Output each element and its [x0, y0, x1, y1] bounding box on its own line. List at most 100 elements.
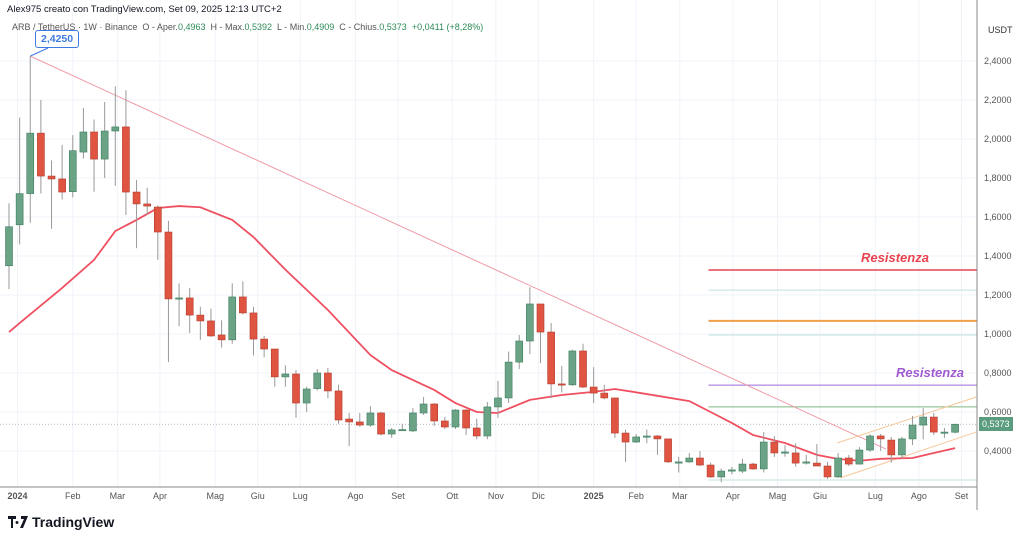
candle-down — [270, 348, 279, 378]
candle-down — [196, 314, 205, 322]
high-price-callout: 2,4250 — [35, 30, 80, 48]
moving-average-line — [8, 205, 956, 462]
candle-up — [26, 132, 35, 194]
candle-up — [398, 429, 407, 432]
candle-up — [451, 409, 460, 428]
candle-up — [674, 461, 683, 464]
close-value: 0,5373 — [379, 22, 407, 32]
y-tick-label: 0,4000 — [984, 446, 1012, 456]
change-value: +0,0411 (+8,28%) — [411, 22, 484, 32]
x-tick-label: Dic — [532, 491, 545, 501]
candle-up — [940, 431, 949, 434]
tradingview-logo-icon — [8, 516, 28, 528]
x-tick-label: Ago — [348, 491, 364, 501]
resistance-label: Resistenza — [896, 365, 964, 380]
candle-down — [249, 312, 258, 340]
candle-down — [547, 331, 555, 385]
x-tick-label: Set — [955, 491, 969, 501]
candlestick-chart[interactable]: Resistenza Resistenza 0,4000 0,6000 0,8000 1… — [0, 0, 1024, 510]
x-tick-label: Lug — [868, 491, 883, 501]
y-tick-label: 1,4000 — [984, 251, 1012, 261]
symbol-name[interactable]: ARB / TetherUS · 1W · Binance — [12, 22, 138, 32]
candles — [5, 56, 959, 483]
x-tick-label: Mag — [769, 491, 787, 501]
candle-down — [260, 338, 268, 350]
candle-up — [111, 126, 120, 132]
candle-down — [355, 421, 364, 426]
trendline — [30, 55, 887, 450]
candle-up — [855, 449, 864, 465]
y-tick-label: 2,0000 — [984, 134, 1012, 144]
candle-up — [728, 469, 736, 472]
candle-down — [876, 435, 885, 440]
y-tick-label: 2,2000 — [984, 95, 1012, 105]
high-value: 0,5392 — [244, 22, 273, 32]
candle-up — [387, 429, 396, 435]
candle-up — [908, 424, 917, 440]
candle-down — [696, 457, 704, 466]
y-tick-label: 1,6000 — [984, 212, 1012, 222]
candle-down — [930, 416, 938, 433]
candle-up — [717, 470, 726, 478]
candle-down — [887, 439, 896, 456]
x-tick-label: Apr — [726, 491, 740, 501]
candle-up — [175, 297, 183, 300]
y-tick-label: 1,0000 — [984, 329, 1012, 339]
candle-down — [132, 191, 141, 205]
candle-down — [47, 175, 56, 180]
candle-down — [345, 418, 353, 423]
grid — [0, 0, 977, 487]
candle-down — [611, 397, 619, 434]
candle-down — [791, 452, 800, 464]
candle-down — [579, 350, 587, 388]
candle-down — [706, 464, 715, 478]
candle-down — [462, 409, 470, 429]
candle-up — [483, 406, 492, 437]
candle-up — [951, 423, 959, 433]
candle-up — [228, 296, 237, 341]
candle-up — [366, 412, 375, 426]
x-tick-label: Mar — [110, 491, 126, 501]
x-tick-label: 2025 — [584, 491, 604, 501]
candle-down — [557, 383, 566, 386]
candle-up — [759, 441, 768, 470]
tradingview-logo[interactable]: TradingView — [8, 514, 114, 530]
y-tick-label: 1,8000 — [984, 173, 1012, 183]
callout-pointer — [30, 47, 49, 57]
close-label: C - Chius. — [339, 22, 380, 32]
candle-down — [207, 320, 215, 337]
low-label: L - Min. — [277, 22, 307, 32]
y-tick-label: 0,8000 — [984, 368, 1012, 378]
chart-header: Alex975 creato con TradingView.com, Set … — [7, 4, 282, 15]
candle-down — [664, 438, 672, 463]
candle-down — [430, 403, 439, 422]
x-tick-label: Feb — [628, 491, 644, 501]
candle-up — [568, 350, 577, 386]
candle-down — [143, 203, 151, 207]
indicator-lines — [8, 47, 977, 479]
candle-down — [621, 432, 630, 443]
candle-up — [898, 438, 906, 456]
candle-up — [5, 226, 13, 267]
candle-up — [685, 457, 694, 463]
last-price-tag: 0,5373 — [979, 417, 1013, 431]
candle-up — [15, 193, 24, 226]
candle-up — [834, 457, 842, 478]
candle-down — [749, 463, 757, 470]
axes: 0,4000 0,6000 0,8000 1,0000 1,2000 1,4000 1,60… — [0, 0, 1013, 510]
x-tick-label: Set — [391, 491, 405, 501]
candle-down — [472, 427, 481, 437]
candle-up — [313, 372, 322, 389]
candle-down — [164, 231, 173, 300]
candle-up — [419, 403, 428, 414]
candle-up — [409, 412, 417, 432]
candle-up — [802, 461, 811, 464]
candle-down — [823, 465, 832, 478]
low-value: 0,4909 — [306, 22, 335, 32]
x-tick-label: Nov — [488, 491, 505, 501]
x-tick-label: Mar — [672, 491, 688, 501]
x-tick-label: Giu — [813, 491, 827, 501]
x-tick-label: Lug — [293, 491, 308, 501]
channel-upper-line — [836, 396, 977, 444]
open-label: O - Aper. — [142, 22, 178, 32]
